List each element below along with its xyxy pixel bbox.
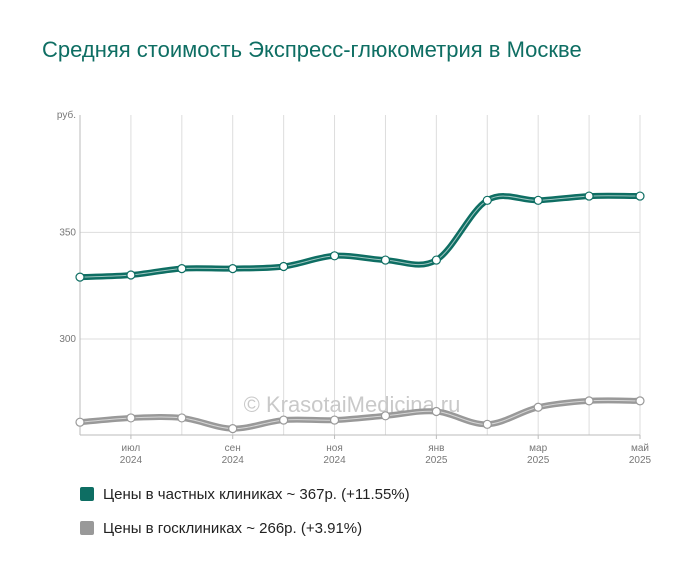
data-point [228,264,238,274]
x-tick-year: 2024 [222,455,245,466]
chart-title: Средняя стоимость Экспресс-глюкометрия в… [42,37,582,62]
data-point [177,413,187,423]
x-tick-label: май [631,443,649,454]
data-point [329,415,340,425]
y-tick-label: 300 [59,334,76,345]
x-tick-year: 2025 [629,455,652,466]
data-point [228,424,238,434]
data-point [279,415,289,425]
data-point [635,191,645,201]
data-point [584,191,594,201]
data-point [533,195,543,205]
y-tick-label: 350 [59,227,76,238]
legend-item-private[interactable]: Цены в частных клиниках ~ 367р. (+11.55%… [80,484,410,504]
data-point [533,402,543,412]
data-point [635,396,645,406]
legend-swatch [80,487,94,501]
series-layer [75,191,645,434]
x-tick-year: 2024 [323,455,346,466]
data-point [75,417,85,427]
axis-labels: 300350руб.июл2024сен2024ноя2024янв2025ма… [57,109,652,466]
data-point [482,195,492,205]
series-line-highlight-0 [79,195,641,278]
data-point [482,419,492,429]
x-tick-year: 2025 [425,455,448,466]
data-point [380,411,391,421]
x-tick-label: мар [529,443,547,454]
axes [79,115,641,439]
legend: Цены в частных клиниках ~ 367р. (+11.55%… [80,484,410,552]
data-point [177,264,187,274]
x-tick-label: ноя [326,443,343,454]
data-point [584,396,594,406]
line-chart: © KrasotaiMedicina.ru 300350руб.июл2024с… [57,109,652,466]
data-point [431,406,441,417]
data-point [279,261,289,272]
x-tick-label: июл [122,443,141,454]
data-point [329,251,340,261]
x-tick-label: сен [225,443,241,454]
legend-item-public[interactable]: Цены в госклиниках ~ 266р. (+3.91%) [80,518,410,538]
data-point [126,413,136,423]
data-point [75,272,85,282]
x-tick-year: 2024 [120,455,143,466]
data-point [431,255,441,265]
legend-label: Цены в частных клиниках ~ 367р. (+11.55%… [103,485,410,503]
legend-swatch [80,521,94,535]
x-tick-label: янв [428,443,444,454]
series-line-0 [77,192,643,281]
legend-label: Цены в госклиниках ~ 266р. (+3.91%) [103,519,363,537]
x-tick-year: 2025 [527,455,550,466]
data-point [126,270,136,280]
grid [79,115,641,435]
y-axis-unit: руб. [57,109,76,121]
data-point [380,255,391,265]
